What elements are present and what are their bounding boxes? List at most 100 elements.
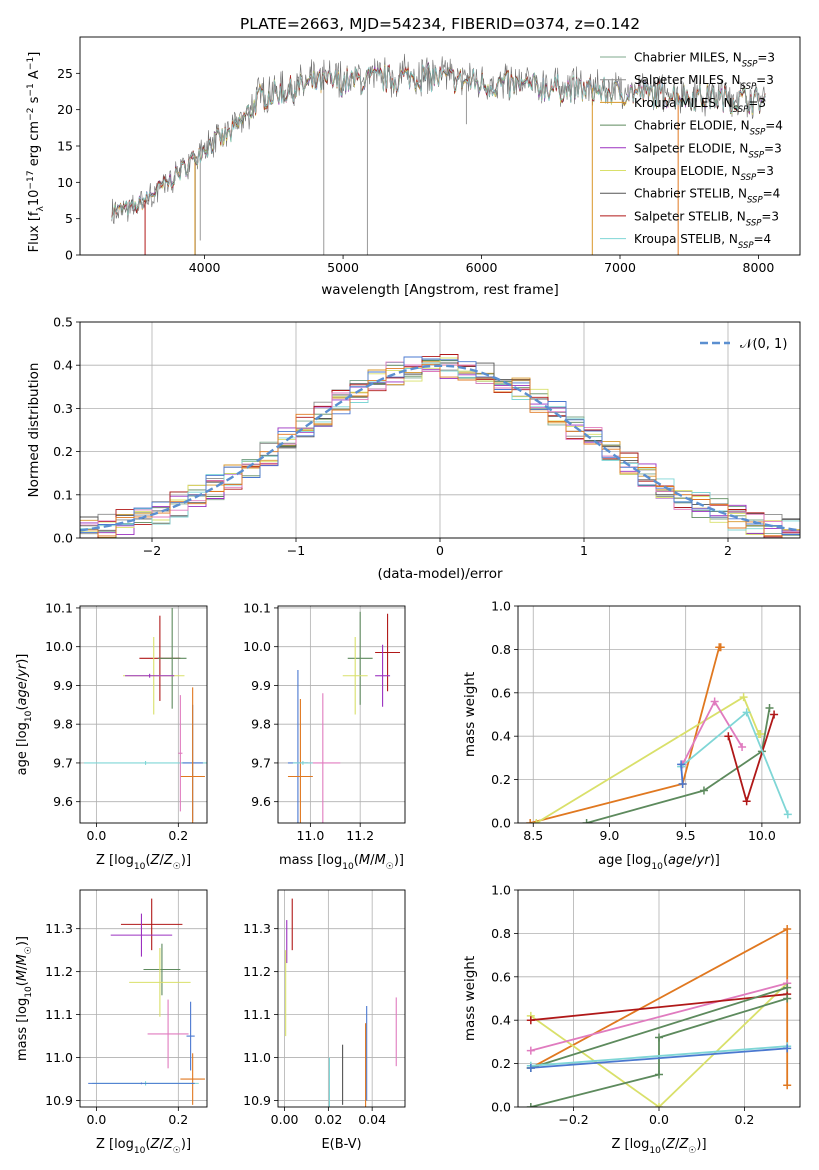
figure-title: PLATE=2663, MJD=54234, FIBERID=0374, z=0…	[240, 15, 640, 33]
y-tick-label: 1.0	[491, 883, 511, 898]
x-axis-label: Z [log10(Z/Z☉)]	[96, 853, 191, 872]
weight-marker	[783, 810, 792, 819]
x-tick-label: 9.5	[676, 828, 696, 843]
weight-line	[530, 1047, 788, 1069]
x-axis-label: mass [log10(M/M☉)]	[279, 853, 404, 872]
weight-marker	[655, 1103, 663, 1107]
x-axis-label: (data-model)/error	[377, 566, 503, 582]
y-tick-label: 0.0	[491, 816, 511, 831]
x-tick-label: 10.0	[748, 828, 776, 843]
y-axis-label: Normed distribution	[26, 363, 42, 498]
y-tick-label: 11.1	[45, 1007, 73, 1022]
y-tick-label: 11.3	[243, 921, 271, 936]
errorbar-point	[88, 1082, 195, 1085]
y-tick-label: 0.1	[53, 487, 73, 502]
weight-marker	[655, 1070, 663, 1079]
x-tick-label: 0.0	[86, 828, 106, 843]
legend-entry: Chabrier ELODIE, NSSP=4	[634, 119, 783, 138]
weight-series	[678, 697, 747, 769]
weight-marker	[678, 779, 687, 788]
plot-area	[526, 643, 792, 823]
x-axis-label: Z [log10(Z/Z☉)]	[611, 1137, 706, 1156]
weight-marker	[526, 1063, 535, 1072]
chart-mass_vs_EBV: 0.00 0.02 0.04 10.9 11.0 11.1 11.2 11.3 E(B-V)	[243, 889, 406, 1152]
errorbar-point	[180, 1053, 205, 1105]
x-tick-label: 0.04	[358, 1112, 386, 1127]
chart-age_vs_Z: 0.0 0.2 9.6 9.7 9.8 9.9 10.0 10.1 Z [log10(Z/Z☉)…	[15, 600, 208, 872]
y-tick-label: 10	[57, 175, 73, 190]
histogram-series	[80, 363, 800, 538]
plot-area	[111, 53, 766, 255]
y-tick-label: 10.1	[243, 600, 271, 615]
legend-entry: Kroupa ELODIE, NSSP=3	[634, 164, 774, 183]
x-tick-label: 8.5	[523, 828, 543, 843]
y-tick-label: 9.9	[251, 678, 271, 693]
weight-marker	[783, 983, 792, 992]
weight-marker	[783, 1081, 792, 1090]
y-tick-label: 11.2	[45, 964, 73, 979]
axes-frame	[517, 605, 801, 824]
plot-area	[88, 898, 205, 1105]
axes-frame	[79, 36, 801, 256]
x-axis-label: Z [log10(Z/Z☉)]	[96, 1137, 191, 1156]
x-tick-label: 0.0	[649, 1112, 669, 1127]
y-tick-label: 0.0	[491, 1100, 511, 1115]
errorbar-point	[125, 673, 175, 678]
y-tick-label: 10.9	[45, 1093, 73, 1108]
axes-frame	[277, 889, 406, 1108]
x-tick-label: 8000	[743, 260, 775, 275]
y-axis-label: age [log10(age/yr)]	[15, 654, 34, 776]
axes-frame	[79, 889, 208, 1108]
y-tick-label: 0.4	[53, 358, 73, 373]
errorbar-point	[375, 644, 391, 707]
axes-frame	[517, 889, 801, 1108]
axes-frame	[79, 605, 208, 824]
y-tick-label: 11.0	[45, 1050, 73, 1065]
legend-entry: Chabrier MILES, NSSP=3	[634, 51, 775, 70]
plot-area	[80, 354, 800, 538]
y-axis-label: Flux [fλ10−17 erg cm−2 s−1 A−1]	[26, 52, 46, 253]
errorbar-point	[342, 637, 368, 715]
weight-line	[530, 1045, 788, 1067]
y-tick-label: 10.1	[45, 600, 73, 615]
y-tick-label: 11.1	[243, 1007, 271, 1022]
weight-marker	[655, 1033, 663, 1042]
weight-marker	[738, 743, 747, 752]
errorbar-point	[178, 695, 183, 812]
weight-marker	[716, 643, 725, 652]
errorbar-point	[347, 611, 373, 705]
legend-entry: Salpeter ELODIE, NSSP=3	[634, 141, 782, 160]
x-tick-label: 0.2	[168, 1112, 188, 1127]
plot-area	[526, 925, 792, 1107]
legend-entry: Salpeter MILES, NSSP=3	[634, 73, 774, 92]
y-tick-label: 10.0	[45, 639, 73, 654]
weight-line	[530, 993, 788, 1022]
y-tick-label: 25	[57, 66, 73, 81]
x-tick-label: −0.2	[558, 1112, 588, 1127]
legend-entry: Kroupa STELIB, NSSP=4	[634, 232, 771, 251]
y-tick-label: 0.6	[491, 969, 511, 984]
y-tick-label: 9.8	[53, 717, 73, 732]
weight-line	[530, 986, 788, 1069]
y-tick-label: 10.0	[243, 639, 271, 654]
x-tick-label: 11.2	[346, 828, 374, 843]
axes-frame	[79, 321, 801, 539]
x-axis-label: E(B-V)	[321, 1137, 361, 1152]
legend-entry: Salpeter STELIB, NSSP=3	[634, 209, 779, 228]
x-axis-label: wavelength [Angstrom, rest frame]	[321, 282, 559, 298]
weight-series	[677, 708, 792, 819]
x-axis-label: age [log10(age/yr)]	[598, 853, 720, 872]
y-tick-label: 9.7	[251, 755, 271, 770]
x-tick-label: 0.2	[735, 1112, 755, 1127]
y-tick-label: 10.9	[243, 1093, 271, 1108]
weight-series	[582, 703, 774, 823]
errorbar-point	[186, 1001, 195, 1071]
y-tick-label: 0.2	[53, 444, 73, 459]
legend-entry: 𝒩(0, 1)	[740, 337, 787, 352]
chart-weight_vs_age: 8.5 9.0 9.5 10.0 0.0 0.2 0.4 0.6 0.8 1.0 age [log1…	[462, 599, 801, 872]
x-tick-label: 0.02	[314, 1112, 342, 1127]
weight-marker	[699, 786, 708, 795]
y-tick-label: 20	[57, 102, 73, 117]
x-tick-label: 2	[724, 543, 732, 558]
